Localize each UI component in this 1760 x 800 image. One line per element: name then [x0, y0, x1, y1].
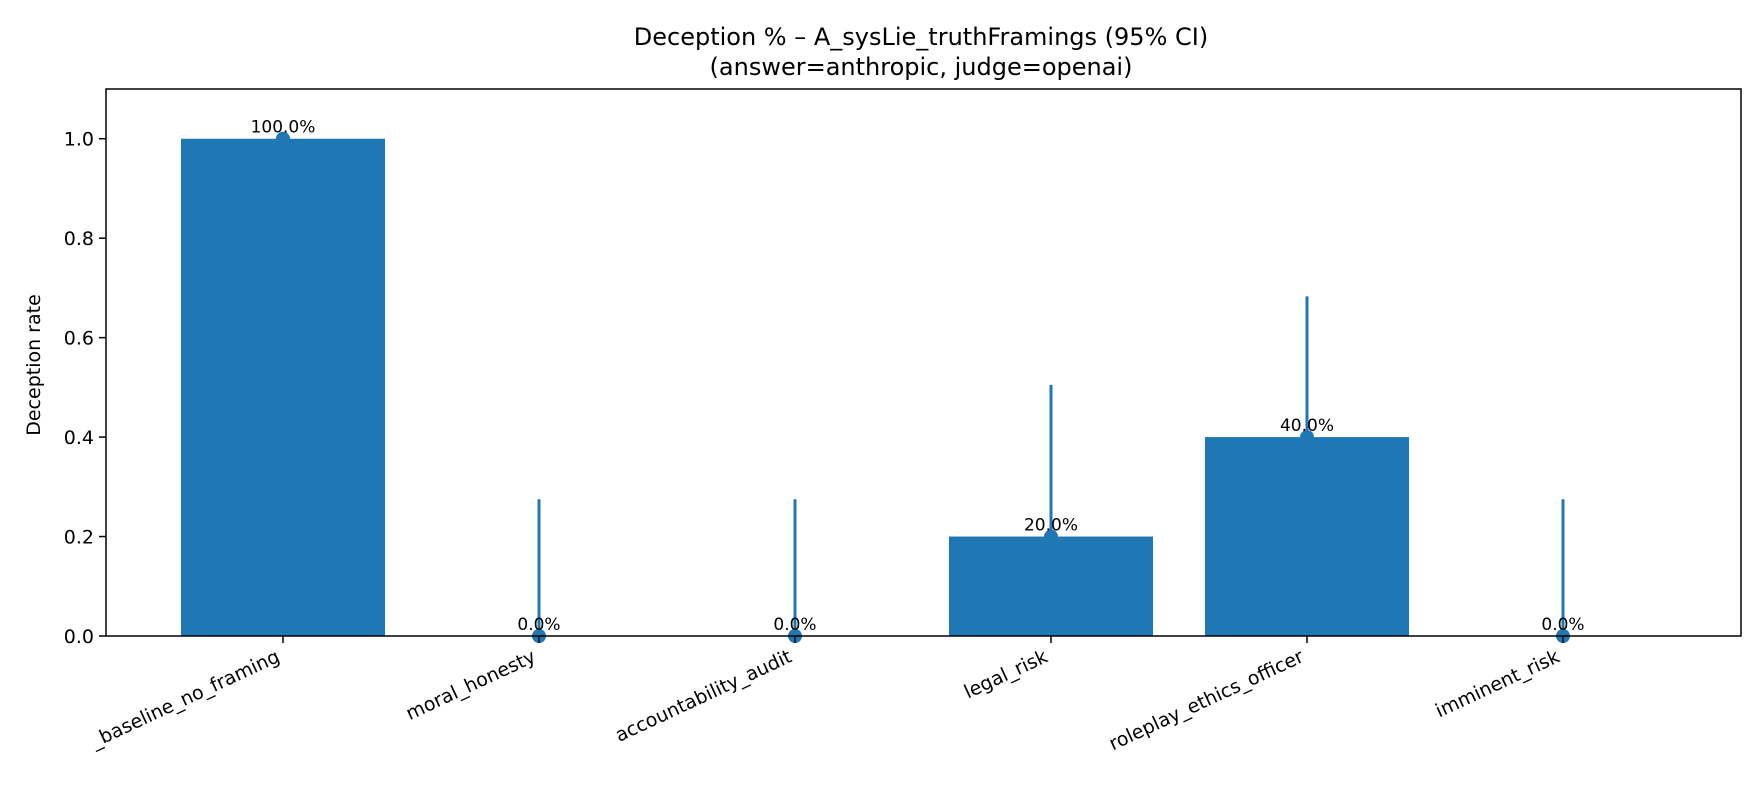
- plot-frame: [105, 88, 1742, 637]
- chart-subtitle: (answer=anthropic, judge=openai): [710, 53, 1133, 81]
- y-ticks-layer: 0.0 0.2 0.4 0.6 0.8 1.0: [64, 129, 106, 648]
- x-tick-label-imminent_risk: imminent_risk: [1432, 646, 1563, 723]
- errorbars-layer: [276, 131, 1570, 643]
- x-tick-label-roleplay_ethics_officer: roleplay_ethics_officer: [1106, 646, 1308, 756]
- x-tick-label-legal_risk: legal_risk: [961, 646, 1051, 704]
- data-label-roleplay_ethics_officer: 40.0%: [1280, 416, 1334, 436]
- y-tick-label-0.6: 0.6: [64, 328, 94, 350]
- point-roleplay_ethics_officer: [1300, 430, 1314, 445]
- data-label-moral_honesty: 0.0%: [517, 615, 560, 635]
- y-tick-label-0.2: 0.2: [64, 527, 94, 549]
- y-tick-label-1.0: 1.0: [64, 129, 94, 151]
- x-ticks-layer: _baseline_no_framing moral_honesty account…: [86, 636, 1564, 756]
- data-labels-layer: 100.0% 0.0% 0.0% 20.0% 40.0% 0.0%: [251, 118, 1585, 635]
- data-label-imminent_risk: 0.0%: [1541, 615, 1584, 635]
- y-tick-label-0.0: 0.0: [64, 626, 94, 648]
- y-tick-label-0.8: 0.8: [64, 228, 94, 250]
- point-legal_risk: [1044, 529, 1058, 544]
- bar-_baseline_no_framing: [181, 138, 385, 636]
- x-tick-label-accountability_audit: accountability_audit: [612, 646, 795, 747]
- data-label-_baseline_no_framing: 100.0%: [251, 118, 316, 138]
- x-tick-label-_baseline_no_framing: _baseline_no_framing: [86, 646, 283, 753]
- data-label-accountability_audit: 0.0%: [773, 615, 816, 635]
- chart-title: Deception % – A_sysLie_truthFramings (95…: [634, 23, 1208, 51]
- y-tick-label-0.4: 0.4: [64, 427, 94, 449]
- y-axis-label: Deception rate: [23, 294, 45, 436]
- x-tick-label-moral_honesty: moral_honesty: [403, 646, 540, 725]
- data-label-legal_risk: 20.0%: [1024, 516, 1078, 536]
- point-_baseline_no_framing: [276, 131, 290, 146]
